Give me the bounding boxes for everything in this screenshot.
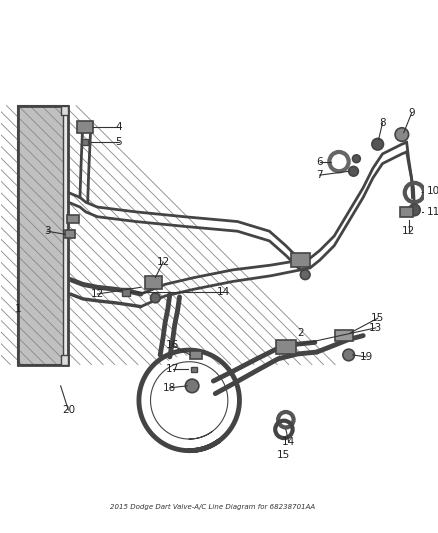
Text: 2: 2 xyxy=(297,328,304,338)
Text: 14: 14 xyxy=(282,437,295,447)
Bar xyxy=(82,140,88,145)
Text: 6: 6 xyxy=(316,157,323,167)
Text: 4: 4 xyxy=(115,122,122,132)
Bar xyxy=(67,215,79,222)
Text: 7: 7 xyxy=(316,170,323,180)
Bar xyxy=(18,106,68,365)
Text: 8: 8 xyxy=(379,118,386,128)
Bar xyxy=(77,121,92,133)
Circle shape xyxy=(349,166,358,176)
Circle shape xyxy=(185,379,199,393)
Text: 12: 12 xyxy=(156,257,170,267)
Text: 20: 20 xyxy=(62,405,75,415)
Bar xyxy=(190,351,202,359)
Text: 19: 19 xyxy=(360,352,373,362)
Text: 9: 9 xyxy=(408,108,415,118)
Bar xyxy=(63,106,68,365)
Text: 17: 17 xyxy=(166,365,180,375)
Text: 14: 14 xyxy=(216,287,230,297)
Bar xyxy=(400,207,413,217)
Circle shape xyxy=(409,204,420,216)
Bar xyxy=(60,106,68,115)
Circle shape xyxy=(372,139,384,150)
Text: 18: 18 xyxy=(163,383,177,393)
Text: 15: 15 xyxy=(277,450,290,461)
Bar xyxy=(60,355,68,365)
Bar xyxy=(191,367,197,373)
Bar xyxy=(291,254,310,267)
Bar xyxy=(18,106,68,365)
Circle shape xyxy=(300,270,310,279)
Text: 15: 15 xyxy=(371,313,384,323)
Text: 10: 10 xyxy=(427,185,438,196)
Circle shape xyxy=(353,155,360,163)
Text: 2015 Dodge Dart Valve-A/C Line Diagram for 68238701AA: 2015 Dodge Dart Valve-A/C Line Diagram f… xyxy=(110,504,315,510)
Text: 12: 12 xyxy=(402,226,415,236)
Bar xyxy=(123,288,130,296)
Bar xyxy=(145,276,162,289)
Text: 12: 12 xyxy=(91,289,104,299)
Bar xyxy=(276,341,296,354)
Text: 5: 5 xyxy=(115,138,122,147)
Text: 3: 3 xyxy=(44,226,50,236)
Text: 13: 13 xyxy=(369,323,382,333)
Bar xyxy=(335,330,353,342)
Circle shape xyxy=(395,128,409,141)
Bar xyxy=(65,230,75,238)
Text: 11: 11 xyxy=(427,207,438,217)
Circle shape xyxy=(343,349,354,361)
Text: 16: 16 xyxy=(166,340,180,350)
Text: 1: 1 xyxy=(15,304,21,313)
Circle shape xyxy=(151,293,160,303)
